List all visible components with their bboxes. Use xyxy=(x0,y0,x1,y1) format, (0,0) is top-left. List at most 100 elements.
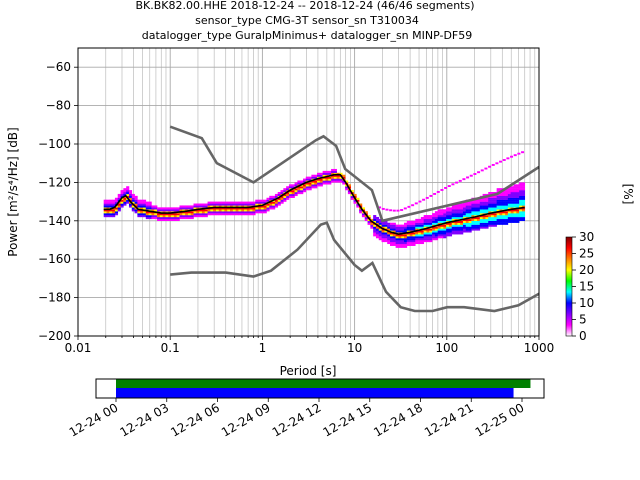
histogram-cell xyxy=(491,216,495,220)
histogram-cell xyxy=(196,211,200,214)
histogram-cell xyxy=(505,220,509,223)
histogram-cell xyxy=(387,228,391,231)
histogram-cell xyxy=(263,199,267,202)
histogram-cell xyxy=(451,230,455,233)
histogram-cell xyxy=(418,240,422,243)
histogram-cell xyxy=(440,211,444,214)
histogram-cell xyxy=(519,203,523,206)
histogram-cell xyxy=(406,241,410,245)
coverage-frame xyxy=(95,378,545,399)
histogram-cell xyxy=(502,216,506,220)
histogram-cell xyxy=(519,197,523,200)
histogram-cell xyxy=(325,178,329,181)
histogram-cell xyxy=(493,216,497,220)
histogram-cell xyxy=(521,215,526,218)
histogram-cell xyxy=(314,182,318,185)
histogram-cell xyxy=(499,205,503,208)
histogram-cell xyxy=(308,178,312,181)
histogram-cell xyxy=(238,207,242,210)
histogram-cell xyxy=(499,197,503,200)
histogram-cell xyxy=(521,190,526,193)
histogram-cell xyxy=(401,224,405,227)
histogram-cell xyxy=(521,186,526,189)
histogram-cell xyxy=(460,232,464,235)
histogram-cell xyxy=(375,232,380,235)
histogram-cell xyxy=(485,224,489,227)
histogram-cell xyxy=(305,184,309,187)
histogram-cell xyxy=(488,207,492,210)
histogram-cell xyxy=(311,174,315,177)
histogram-cell xyxy=(165,215,169,218)
histogram-cell xyxy=(193,207,197,210)
time-tick-label: 12-25 00 xyxy=(473,400,527,439)
histogram-cell xyxy=(193,211,197,214)
histogram-cell xyxy=(165,209,169,212)
histogram-cell xyxy=(120,193,124,197)
histogram-cell xyxy=(519,184,523,187)
histogram-cell xyxy=(252,209,256,212)
histogram-cell xyxy=(404,240,408,243)
histogram-cell xyxy=(373,226,377,229)
histogram-cell xyxy=(277,192,281,195)
histogram-cell xyxy=(465,222,469,225)
histogram-cell xyxy=(468,209,472,212)
histogram-cell xyxy=(499,216,503,220)
histogram-cell xyxy=(513,211,517,214)
histogram-cell xyxy=(465,205,469,208)
histogram-cell xyxy=(516,186,520,189)
histogram-cell xyxy=(499,193,503,197)
histogram-cell xyxy=(454,215,458,218)
histogram-cell xyxy=(440,188,444,191)
histogram-cell xyxy=(291,184,295,187)
histogram-cell xyxy=(266,205,270,208)
histogram-cell xyxy=(462,218,467,221)
histogram-cell xyxy=(114,209,119,212)
histogram-cell xyxy=(495,162,499,165)
histogram-cell xyxy=(241,201,245,204)
histogram-cell xyxy=(434,222,439,225)
histogram-cell xyxy=(123,197,127,200)
histogram-cell xyxy=(224,203,228,206)
histogram-cell xyxy=(249,213,253,216)
histogram-cell xyxy=(142,199,147,202)
histogram-cell xyxy=(505,205,509,208)
histogram-cell xyxy=(142,201,147,204)
histogram-cell xyxy=(443,213,447,216)
histogram-cell xyxy=(378,224,382,227)
histogram-cell xyxy=(322,182,326,185)
histogram-cell xyxy=(412,220,416,223)
histogram-cell xyxy=(305,176,309,179)
histogram-cell xyxy=(317,174,321,177)
histogram-cell xyxy=(521,201,526,204)
histogram-cell xyxy=(493,205,497,208)
histogram-cell xyxy=(440,216,444,220)
histogram-cell xyxy=(112,211,116,214)
histogram-cell xyxy=(440,215,444,218)
histogram-cell xyxy=(457,205,461,208)
time-tick-label: 12-24 18 xyxy=(371,400,425,439)
histogram-cell xyxy=(193,205,197,208)
histogram-cell xyxy=(103,199,107,202)
histogram-cell xyxy=(317,184,321,187)
histogram-cell xyxy=(460,203,464,206)
histogram-cell xyxy=(406,234,410,237)
histogram-cell xyxy=(395,241,399,245)
histogram-cell xyxy=(479,216,483,220)
histogram-cell xyxy=(426,228,430,231)
histogram-cell xyxy=(454,216,458,220)
histogram-cell xyxy=(457,220,461,223)
histogram-cell xyxy=(187,213,192,216)
histogram-cell xyxy=(333,168,337,172)
histogram-cell xyxy=(176,207,180,210)
histogram-cell xyxy=(123,188,127,191)
colorbar-tick-label: 15 xyxy=(579,280,594,294)
histogram-cell xyxy=(235,201,239,204)
histogram-cell xyxy=(440,230,444,233)
histogram-cell xyxy=(502,197,506,200)
histogram-cell xyxy=(157,213,161,216)
histogram-cell xyxy=(145,215,149,218)
histogram-cell xyxy=(482,207,486,210)
histogram-cell xyxy=(496,203,500,206)
histogram-cell xyxy=(502,159,506,161)
histogram-cell xyxy=(502,213,506,216)
